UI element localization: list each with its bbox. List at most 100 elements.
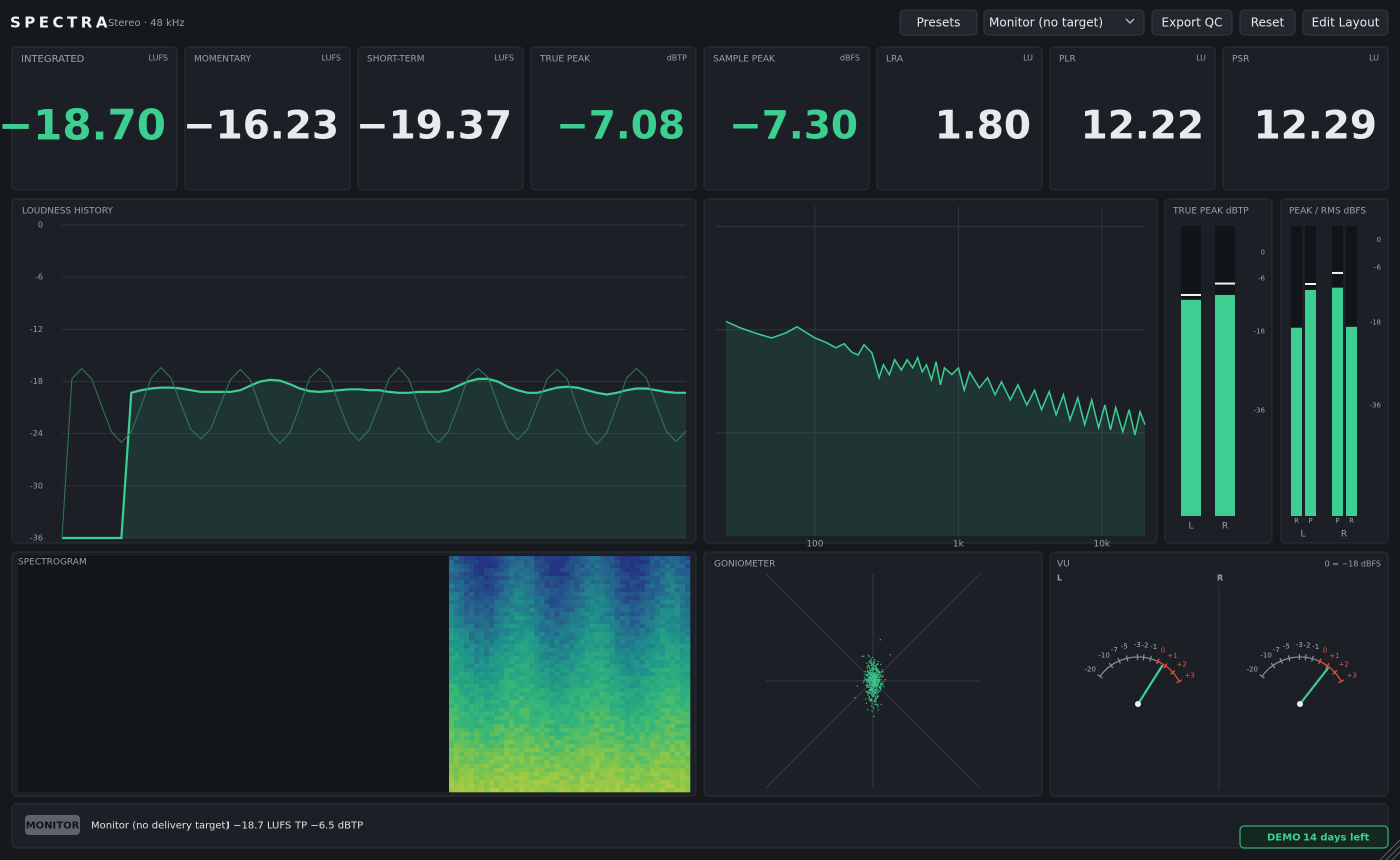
spectrogram-cell — [529, 732, 535, 737]
select-box[interactable] — [983, 9, 1145, 36]
spectrogram-cell — [649, 644, 656, 649]
button-box[interactable] — [1239, 9, 1296, 36]
spectrogram-cell — [449, 764, 455, 769]
spectrogram-cell — [619, 740, 626, 745]
spectrogram-cell — [614, 720, 621, 725]
dot — [871, 703, 873, 705]
button[interactable]: Presets — [899, 9, 978, 36]
button[interactable]: Edit Layout — [1302, 9, 1389, 36]
spectrogram-cell — [559, 648, 565, 653]
spectrogram-cell — [479, 636, 485, 641]
spectrogram-cell — [619, 752, 626, 757]
spectrogram-cell — [504, 640, 510, 645]
spectrogram-cell — [679, 640, 686, 645]
spectrogram-cell — [649, 788, 656, 793]
spectrogram-cell — [564, 580, 570, 585]
spectrogram-cell — [629, 696, 636, 701]
spectrogram-cell — [639, 716, 646, 721]
spectrogram-cell — [574, 584, 580, 589]
dot — [872, 693, 874, 695]
spectrogram-cell — [504, 768, 510, 773]
spectrogram-cell — [479, 684, 485, 689]
spectrogram-cell — [559, 732, 565, 737]
demo[interactable]: DEMO 14 days left — [1239, 825, 1389, 849]
spectrogram-cell — [674, 684, 681, 689]
spectrogram-cell — [669, 664, 676, 669]
spectrogram-cell — [664, 588, 671, 593]
spectrogram-cell — [519, 628, 525, 633]
spectrogram-cell — [479, 704, 485, 709]
demo-box[interactable] — [1239, 825, 1389, 849]
button-box[interactable] — [899, 9, 978, 36]
spectrogram-cell — [584, 756, 590, 761]
spectrogram-cell — [584, 704, 590, 709]
select-text[interactable]: Monitor (no target) — [989, 16, 1103, 30]
spectrogram-cell — [554, 580, 560, 585]
spectrogram-cell — [634, 776, 641, 781]
button-box[interactable] — [1151, 9, 1233, 36]
grip-line[interactable] — [1391, 851, 1400, 860]
spectrogram-cell — [504, 660, 510, 665]
spectrogram-cell — [674, 728, 681, 733]
spectrogram-cell — [589, 700, 595, 705]
spectrogram-cell — [454, 676, 460, 681]
spectrogram-cell — [504, 560, 510, 565]
spectrogram-cell — [449, 604, 455, 609]
spectrogram-cell — [544, 624, 550, 629]
button-text[interactable]: Edit Layout — [1312, 16, 1380, 30]
spectrogram-cell — [559, 656, 565, 661]
spectrogram-cell — [449, 616, 455, 621]
spectrogram-cell — [579, 708, 585, 713]
spectrogram-cell — [454, 672, 460, 677]
spectrogram-cell — [504, 652, 510, 657]
spectrogram-cell — [469, 596, 475, 601]
spectrogram-cell — [584, 680, 590, 685]
button[interactable]: Export QC — [1151, 9, 1233, 36]
spectrogram-cell — [579, 684, 585, 689]
select[interactable]: Monitor (no target) — [983, 9, 1145, 36]
spectrogram-cell — [609, 780, 615, 785]
button-text[interactable]: Presets — [917, 16, 961, 30]
spectrogram-cell — [664, 560, 671, 565]
grip-line[interactable] — [1379, 839, 1400, 860]
spectrogram-cell — [619, 672, 626, 677]
button-text[interactable]: Export QC — [1162, 16, 1223, 30]
demo-label[interactable]: DEMO — [1267, 833, 1301, 844]
spectrogram-cell — [459, 736, 465, 741]
spectrogram-cell — [579, 560, 585, 565]
spectrogram-cell — [659, 584, 666, 589]
button-box[interactable] — [1302, 9, 1389, 36]
spectrogram-cell — [534, 608, 540, 613]
spectrogram-cell — [584, 588, 590, 593]
grip-line[interactable] — [1385, 845, 1400, 860]
spectrogram-cell — [644, 604, 651, 609]
demo-days[interactable]: 14 days left — [1303, 833, 1370, 844]
spectrogram-cell — [684, 620, 691, 625]
spectrogram-cell — [459, 592, 465, 597]
spectrogram-cell — [654, 684, 661, 689]
spectrogram-cell — [499, 764, 505, 769]
spectrogram-cell — [549, 556, 555, 561]
spectrogram-cell — [684, 740, 691, 745]
spectrogram-cell — [679, 732, 686, 737]
spectrogram-cell — [574, 704, 580, 709]
spectrogram-cell — [629, 692, 636, 697]
dot — [867, 694, 869, 696]
spectrogram-cell — [664, 764, 671, 769]
button-text[interactable]: Reset — [1251, 16, 1285, 30]
dot — [875, 689, 877, 691]
spectrogram-cell — [484, 616, 490, 621]
button[interactable]: Reset — [1239, 9, 1296, 36]
spectrogram-cell — [629, 688, 636, 693]
chevron[interactable] — [1125, 18, 1135, 24]
spectrogram-cell — [469, 560, 475, 565]
spectrogram-cell — [614, 788, 621, 793]
spectrogram-cell — [674, 668, 681, 673]
spectrogram-cell — [474, 688, 480, 693]
spectrogram-cell — [559, 576, 565, 581]
spectrogram-cell — [479, 736, 485, 741]
spectrogram-cell — [474, 660, 480, 665]
dot — [871, 664, 873, 667]
resize-grip[interactable] — [1379, 839, 1400, 860]
spectrogram-cell — [639, 784, 646, 789]
